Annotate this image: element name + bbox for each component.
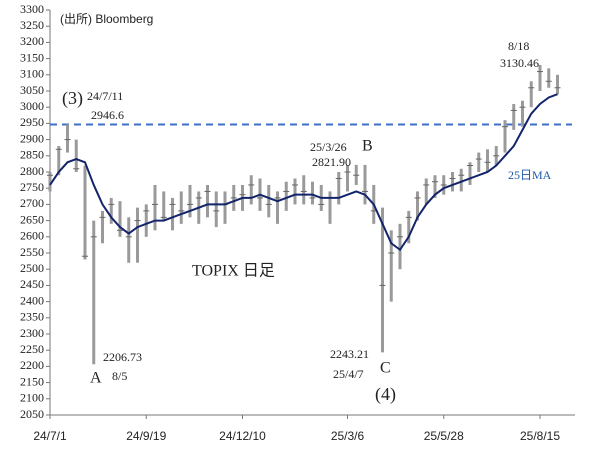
y-tick-label: 2350	[20, 310, 44, 324]
y-tick-label: 3150	[20, 50, 44, 64]
y-tick-label: 2100	[20, 391, 44, 405]
x-tick-label: 24/9/19	[126, 429, 166, 443]
y-tick-label: 2600	[20, 229, 44, 243]
annotation: (3)	[62, 88, 83, 109]
annotation: 8/18	[508, 39, 529, 53]
y-tick-label: 2300	[20, 326, 44, 340]
y-tick-label: 2450	[20, 277, 44, 291]
y-tick-label: 2400	[20, 293, 44, 307]
y-tick-label: 2050	[20, 407, 44, 421]
y-tick-label: 2850	[20, 148, 44, 162]
y-tick-label: 3050	[20, 83, 44, 97]
y-tick-label: 3100	[20, 67, 44, 81]
y-tick-label: 2750	[20, 180, 44, 194]
y-tick-label: 3300	[20, 2, 44, 16]
annotation: 2946.6	[91, 108, 124, 122]
x-tick-label: 24/7/1	[33, 429, 67, 443]
y-tick-label: 2550	[20, 245, 44, 259]
y-tick-label: 2150	[20, 374, 44, 388]
x-tick-label: 25/5/28	[424, 429, 464, 443]
y-tick-label: 2200	[20, 358, 44, 372]
y-tick-label: 2250	[20, 342, 44, 356]
annotation: 25/3/26	[310, 140, 347, 154]
x-tick-label: 25/3/6	[331, 429, 365, 443]
series-label: 25日MA	[508, 168, 552, 182]
y-tick-label: 3000	[20, 99, 44, 113]
y-tick-label: 2950	[20, 115, 44, 129]
annotation: 25/4/7	[333, 367, 364, 381]
y-tick-label: 2800	[20, 164, 44, 178]
annotation: 2243.21	[330, 347, 369, 361]
y-tick-label: 2700	[20, 196, 44, 210]
annotation: (出所) Bloomberg	[60, 12, 153, 26]
annotation: B	[362, 138, 373, 155]
x-tick-label: 25/8/15	[520, 429, 560, 443]
y-tick-label: 2500	[20, 261, 44, 275]
annotation: 8/5	[112, 369, 127, 383]
y-tick-label: 3250	[20, 18, 44, 32]
annotation: 2821.90	[312, 155, 351, 169]
annotation: A	[90, 370, 102, 387]
y-tick-label: 2650	[20, 212, 44, 226]
annotation: 24/7/11	[87, 89, 123, 103]
y-tick-label: 2900	[20, 131, 44, 145]
x-tick-label: 24/12/10	[219, 429, 266, 443]
annotation: C	[380, 360, 391, 377]
annotation: 3130.46	[500, 56, 539, 70]
y-tick-label: 3200	[20, 34, 44, 48]
ma-line	[49, 93, 558, 252]
annotation: (4)	[375, 384, 396, 405]
annotation: 2206.73	[103, 350, 142, 364]
series-label: TOPIX 日足	[192, 263, 275, 280]
